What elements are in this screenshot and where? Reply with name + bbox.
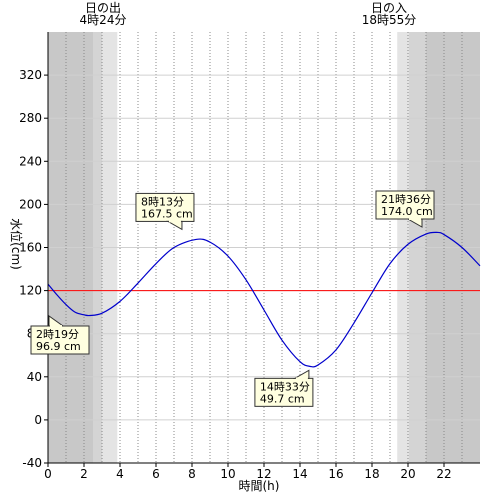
callout-value: 96.9 cm [36,340,81,353]
series-layer [47,231,481,368]
y-tick-label: 280 [19,111,42,125]
x-tick-label: 12 [256,467,271,481]
x-tick-label: 4 [116,467,124,481]
callout-time: 14時33分 [260,380,310,393]
x-tick-label: 8 [188,467,196,481]
x-tick-label: 6 [152,467,160,481]
x-tick-label: 20 [400,467,415,481]
callout-time: 8時13分 [141,195,184,208]
sunset-time: 18時55分 [362,13,417,27]
x-tick-label: 2 [80,467,88,481]
callout-value: 49.7 cm [260,392,305,405]
tide-line [47,231,481,368]
callout-value: 167.5 cm [141,207,193,220]
x-tick-label: 14 [292,467,307,481]
y-tick-label: 0 [34,413,42,427]
callout-time: 21時36分 [381,193,431,206]
x-tick-label: 16 [328,467,343,481]
x-tick-label: 0 [44,467,52,481]
y-tick-label: -40 [22,456,42,470]
y-tick-label: 40 [27,370,42,384]
y-tick-label: 200 [19,197,42,211]
x-tick-label: 22 [436,467,451,481]
y-tick-label: 160 [19,241,42,255]
x-tick-label: 10 [220,467,235,481]
y-tick-label: 120 [19,284,42,298]
y-tick-label: 320 [19,68,42,82]
callout-value: 174.0 cm [381,205,433,218]
callout-time: 2時19分 [36,328,79,341]
x-axis-label: 時間(h) [239,479,280,493]
y-tick-label: 240 [19,154,42,168]
sunset-title: 日の入 [371,1,407,15]
tick-labels: 0246810121416182022-40040801201602002402… [19,68,452,481]
sunrise-title: 日の出 [85,1,121,15]
y-axis-label: 水位(cm) [9,218,24,270]
sunrise-time: 4時24分 [80,13,127,27]
x-tick-label: 18 [364,467,379,481]
